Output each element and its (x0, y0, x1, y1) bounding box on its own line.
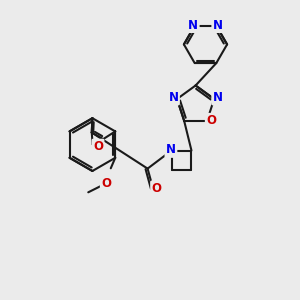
Text: O: O (101, 177, 111, 190)
Text: N: N (188, 19, 198, 32)
Text: N: N (169, 91, 178, 104)
Text: N: N (166, 143, 176, 156)
Text: O: O (206, 114, 216, 127)
Text: O: O (152, 182, 162, 195)
Text: N: N (213, 91, 223, 104)
Text: N: N (213, 19, 223, 32)
Text: O: O (93, 140, 103, 153)
